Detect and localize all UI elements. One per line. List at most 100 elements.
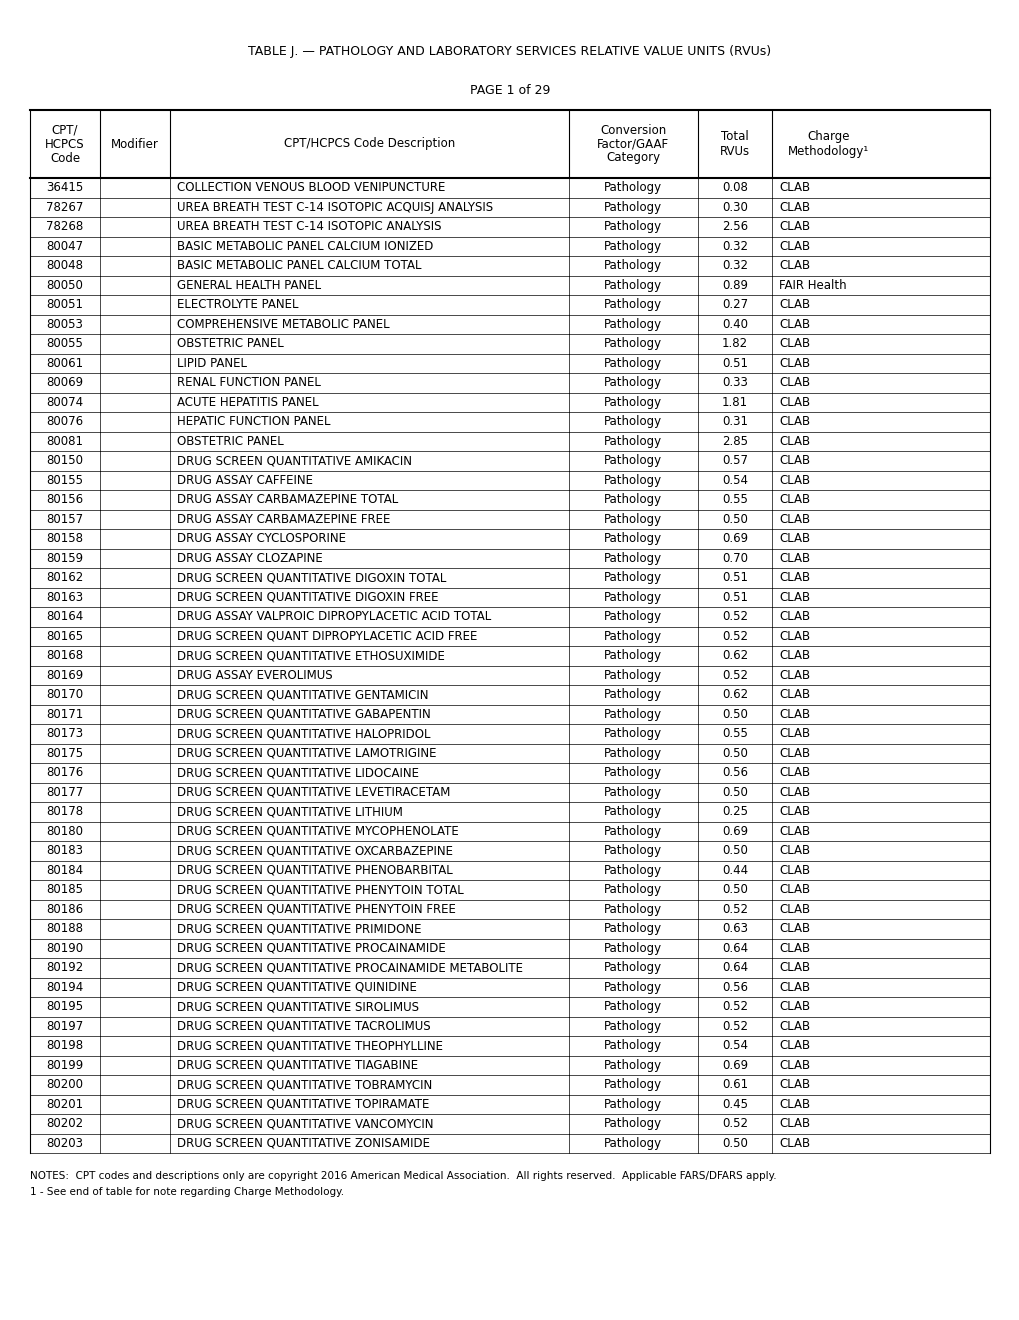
Text: CLAB: CLAB [779,1020,809,1032]
Text: CLAB: CLAB [779,727,809,741]
Text: 80076: 80076 [47,416,84,428]
Text: CLAB: CLAB [779,434,809,447]
Text: Pathology: Pathology [603,318,661,331]
Text: DRUG ASSAY CARBAMAZEPINE FREE: DRUG ASSAY CARBAMAZEPINE FREE [177,512,390,525]
Text: COLLECTION VENOUS BLOOD VENIPUNCTURE: COLLECTION VENOUS BLOOD VENIPUNCTURE [177,181,445,194]
Text: DRUG SCREEN QUANTITATIVE LITHIUM: DRUG SCREEN QUANTITATIVE LITHIUM [177,805,403,818]
Text: DRUG SCREEN QUANTITATIVE TOPIRAMATE: DRUG SCREEN QUANTITATIVE TOPIRAMATE [177,1098,429,1110]
Text: 0.54: 0.54 [721,474,747,487]
Text: CLAB: CLAB [779,240,809,252]
Text: 0.69: 0.69 [721,532,748,545]
Text: 80169: 80169 [47,669,84,681]
Text: CLAB: CLAB [779,923,809,936]
Text: Methodology¹: Methodology¹ [788,145,868,158]
Text: TABLE J. — PATHOLOGY AND LABORATORY SERVICES RELATIVE VALUE UNITS (RVUs): TABLE J. — PATHOLOGY AND LABORATORY SERV… [249,45,770,58]
Text: 0.63: 0.63 [721,923,747,936]
Text: Pathology: Pathology [603,532,661,545]
Text: 80069: 80069 [47,376,84,389]
Text: 80051: 80051 [47,298,84,312]
Text: UREA BREATH TEST C-14 ISOTOPIC ANALYSIS: UREA BREATH TEST C-14 ISOTOPIC ANALYSIS [177,220,441,234]
Text: 78268: 78268 [47,220,84,234]
Text: 0.52: 0.52 [721,669,747,681]
Text: 0.69: 0.69 [721,825,748,838]
Text: Pathology: Pathology [603,240,661,252]
Text: HCPCS: HCPCS [45,137,85,150]
Text: Pathology: Pathology [603,766,661,779]
Text: DRUG SCREEN QUANTITATIVE SIROLIMUS: DRUG SCREEN QUANTITATIVE SIROLIMUS [177,1001,419,1014]
Text: Pathology: Pathology [603,883,661,896]
Text: DRUG ASSAY CLOZAPINE: DRUG ASSAY CLOZAPINE [177,552,323,565]
Text: CLAB: CLAB [779,747,809,760]
Text: 0.50: 0.50 [721,747,747,760]
Text: HEPATIC FUNCTION PANEL: HEPATIC FUNCTION PANEL [177,416,330,428]
Text: DRUG SCREEN QUANTITATIVE ZONISAMIDE: DRUG SCREEN QUANTITATIVE ZONISAMIDE [177,1137,430,1150]
Text: 0.64: 0.64 [721,961,748,974]
Text: 0.50: 0.50 [721,883,747,896]
Text: CLAB: CLAB [779,785,809,799]
Text: 80192: 80192 [47,961,84,974]
Text: CLAB: CLAB [779,630,809,643]
Text: CLAB: CLAB [779,1078,809,1092]
Text: 80178: 80178 [47,805,84,818]
Text: DRUG SCREEN QUANTITATIVE PROCAINAMIDE METABOLITE: DRUG SCREEN QUANTITATIVE PROCAINAMIDE ME… [177,961,523,974]
Text: CLAB: CLAB [779,1001,809,1014]
Text: 80168: 80168 [47,649,84,663]
Text: DRUG SCREEN QUANTITATIVE DIGOXIN FREE: DRUG SCREEN QUANTITATIVE DIGOXIN FREE [177,591,438,603]
Text: DRUG ASSAY EVEROLIMUS: DRUG ASSAY EVEROLIMUS [177,669,332,681]
Text: 0.61: 0.61 [721,1078,748,1092]
Text: CLAB: CLAB [779,941,809,954]
Text: 0.40: 0.40 [721,318,747,331]
Text: 80175: 80175 [47,747,84,760]
Text: Factor/GAAF: Factor/GAAF [597,137,668,150]
Text: 80184: 80184 [47,863,84,876]
Text: 0.55: 0.55 [721,727,747,741]
Text: CLAB: CLAB [779,825,809,838]
Text: 0.52: 0.52 [721,610,747,623]
Text: 80156: 80156 [47,494,84,507]
Text: 80074: 80074 [47,396,84,409]
Text: 80198: 80198 [47,1039,84,1052]
Text: 0.51: 0.51 [721,591,747,603]
Text: Pathology: Pathology [603,981,661,994]
Text: OBSTETRIC PANEL: OBSTETRIC PANEL [177,337,283,350]
Text: Pathology: Pathology [603,474,661,487]
Text: Pathology: Pathology [603,903,661,916]
Text: Pathology: Pathology [603,845,661,857]
Text: 1 - See end of table for note regarding Charge Methodology.: 1 - See end of table for note regarding … [30,1187,343,1197]
Text: Pathology: Pathology [603,259,661,272]
Text: BASIC METABOLIC PANEL CALCIUM TOTAL: BASIC METABOLIC PANEL CALCIUM TOTAL [177,259,421,272]
Text: 80180: 80180 [47,825,84,838]
Text: 2.56: 2.56 [721,220,748,234]
Text: 80176: 80176 [47,766,84,779]
Text: CLAB: CLAB [779,766,809,779]
Text: DRUG SCREEN QUANTITATIVE GABAPENTIN: DRUG SCREEN QUANTITATIVE GABAPENTIN [177,708,430,721]
Text: 80163: 80163 [47,591,84,603]
Text: CLAB: CLAB [779,591,809,603]
Text: DRUG SCREEN QUANTITATIVE LAMOTRIGINE: DRUG SCREEN QUANTITATIVE LAMOTRIGINE [177,747,436,760]
Text: 80173: 80173 [47,727,84,741]
Text: Pathology: Pathology [603,454,661,467]
Text: 80200: 80200 [47,1078,84,1092]
Text: GENERAL HEALTH PANEL: GENERAL HEALTH PANEL [177,279,321,292]
Text: DRUG SCREEN QUANTITATIVE OXCARBAZEPINE: DRUG SCREEN QUANTITATIVE OXCARBAZEPINE [177,845,452,857]
Text: 80155: 80155 [47,474,84,487]
Text: DRUG SCREEN QUANTITATIVE HALOPRIDOL: DRUG SCREEN QUANTITATIVE HALOPRIDOL [177,727,430,741]
Text: Pathology: Pathology [603,805,661,818]
Text: 80171: 80171 [47,708,84,721]
Text: 80194: 80194 [47,981,84,994]
Text: 0.32: 0.32 [721,259,747,272]
Text: 80202: 80202 [47,1117,84,1130]
Text: 0.50: 0.50 [721,785,747,799]
Text: 80183: 80183 [47,845,84,857]
Text: DRUG SCREEN QUANTITATIVE DIGOXIN TOTAL: DRUG SCREEN QUANTITATIVE DIGOXIN TOTAL [177,572,446,585]
Text: Total: Total [720,129,748,143]
Text: 0.31: 0.31 [721,416,747,428]
Text: 80185: 80185 [47,883,84,896]
Text: NOTES:  CPT codes and descriptions only are copyright 2016 American Medical Asso: NOTES: CPT codes and descriptions only a… [30,1171,775,1181]
Text: 80190: 80190 [47,941,84,954]
Text: Modifier: Modifier [111,137,159,150]
Text: Pathology: Pathology [603,552,661,565]
Text: CLAB: CLAB [779,1059,809,1072]
Text: DRUG SCREEN QUANTITATIVE LIDOCAINE: DRUG SCREEN QUANTITATIVE LIDOCAINE [177,766,419,779]
Text: 80081: 80081 [47,434,84,447]
